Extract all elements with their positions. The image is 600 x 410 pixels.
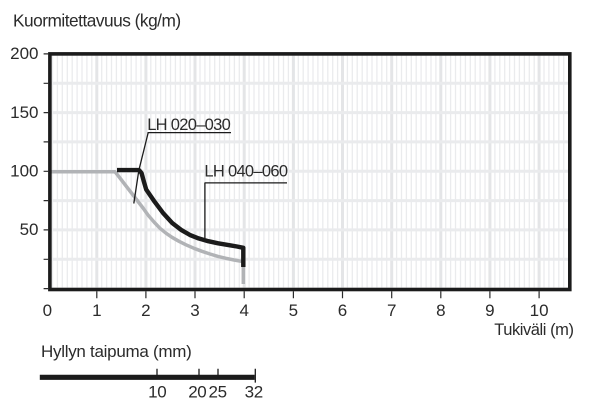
svg-text:Hyllyn taipuma (mm): Hyllyn taipuma (mm) [41, 342, 192, 361]
svg-text:8: 8 [436, 301, 445, 320]
svg-text:2: 2 [141, 301, 150, 320]
svg-text:100: 100 [10, 162, 38, 181]
svg-text:200: 200 [10, 44, 38, 63]
svg-text:4: 4 [239, 301, 248, 320]
svg-text:5: 5 [289, 301, 298, 320]
svg-text:25: 25 [209, 382, 227, 401]
svg-text:20: 20 [188, 382, 206, 401]
svg-text:50: 50 [20, 220, 39, 239]
svg-text:7: 7 [387, 301, 396, 320]
svg-text:10: 10 [530, 301, 549, 320]
svg-text:3: 3 [190, 301, 199, 320]
svg-text:6: 6 [338, 301, 347, 320]
svg-text:LH 020–030: LH 020–030 [147, 116, 230, 134]
svg-text:0: 0 [43, 301, 52, 320]
svg-text:32: 32 [245, 382, 263, 401]
svg-text:150: 150 [10, 103, 38, 122]
svg-text:LH 040–060: LH 040–060 [204, 162, 287, 180]
svg-text:9: 9 [485, 301, 494, 320]
svg-text:10: 10 [148, 382, 166, 401]
svg-text:1: 1 [92, 301, 101, 320]
svg-text:Tukiväli (m): Tukiväli (m) [494, 321, 573, 339]
svg-text:Kuormitettavuus (kg/m): Kuormitettavuus (kg/m) [13, 11, 181, 31]
